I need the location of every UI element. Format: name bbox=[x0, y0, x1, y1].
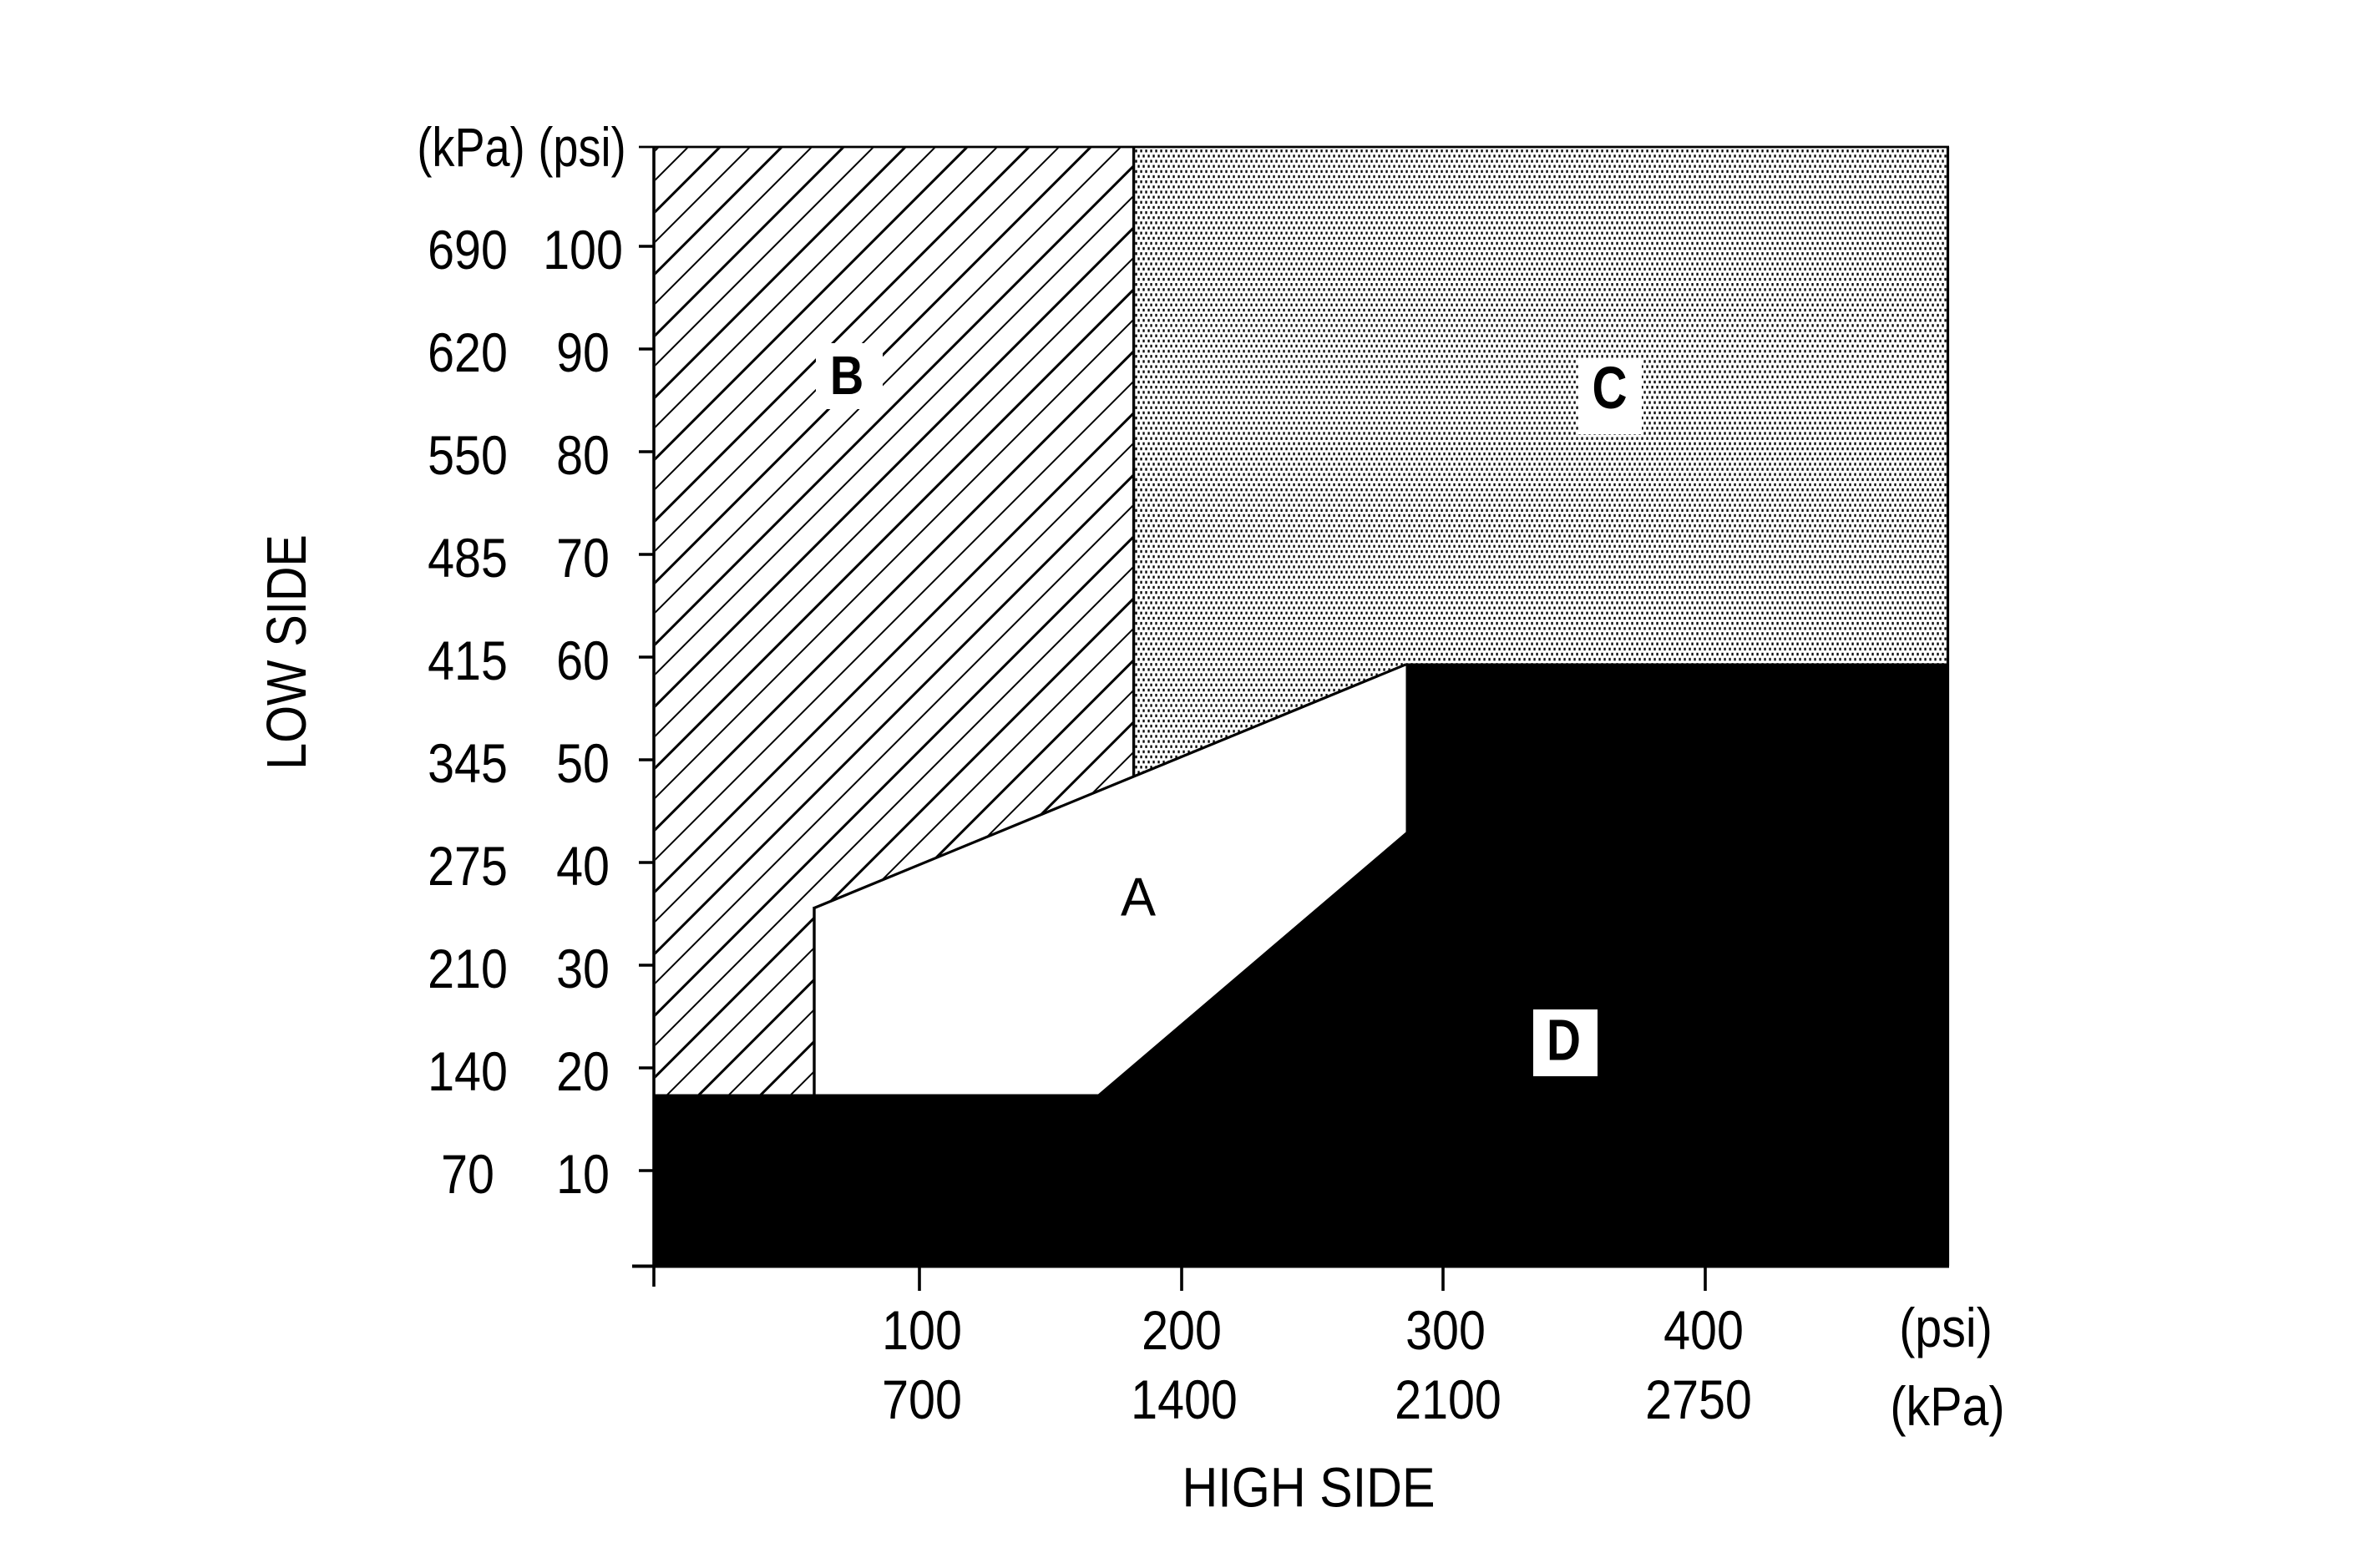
svg-text:300: 300 bbox=[1405, 1300, 1486, 1362]
svg-text:400: 400 bbox=[1663, 1300, 1744, 1362]
svg-text:10: 10 bbox=[556, 1144, 610, 1206]
svg-text:550: 550 bbox=[428, 425, 508, 487]
svg-text:50: 50 bbox=[556, 733, 610, 795]
svg-text:700: 700 bbox=[882, 1369, 962, 1431]
svg-text:20: 20 bbox=[556, 1041, 610, 1103]
svg-text:140: 140 bbox=[428, 1041, 508, 1103]
svg-text:D: D bbox=[1547, 1008, 1581, 1073]
svg-text:(psi): (psi) bbox=[1899, 1297, 1993, 1359]
svg-text:345: 345 bbox=[428, 733, 508, 795]
svg-text:100: 100 bbox=[882, 1300, 962, 1362]
svg-text:80: 80 bbox=[556, 425, 610, 487]
svg-text:A: A bbox=[1121, 867, 1156, 928]
svg-text:60: 60 bbox=[556, 630, 610, 692]
svg-text:2750: 2750 bbox=[1645, 1369, 1752, 1431]
svg-text:690: 690 bbox=[428, 220, 508, 281]
svg-text:415: 415 bbox=[428, 630, 508, 692]
svg-text:(kPa): (kPa) bbox=[417, 116, 524, 178]
svg-text:210: 210 bbox=[428, 938, 508, 1000]
svg-text:B: B bbox=[830, 345, 863, 406]
svg-text:485: 485 bbox=[428, 528, 508, 589]
svg-text:100: 100 bbox=[543, 220, 623, 281]
svg-text:HIGH SIDE: HIGH SIDE bbox=[1182, 1457, 1435, 1519]
svg-text:30: 30 bbox=[556, 938, 610, 1000]
svg-text:LOW SIDE: LOW SIDE bbox=[256, 534, 318, 770]
svg-text:70: 70 bbox=[441, 1144, 494, 1206]
svg-text:2100: 2100 bbox=[1395, 1369, 1501, 1431]
svg-text:(kPa): (kPa) bbox=[1890, 1376, 2004, 1438]
svg-text:200: 200 bbox=[1142, 1300, 1222, 1362]
svg-text:620: 620 bbox=[428, 322, 508, 384]
svg-text:1400: 1400 bbox=[1131, 1369, 1238, 1431]
svg-text:275: 275 bbox=[428, 836, 508, 898]
svg-text:70: 70 bbox=[556, 528, 610, 589]
svg-text:40: 40 bbox=[556, 836, 610, 898]
svg-text:C: C bbox=[1592, 354, 1627, 421]
svg-text:90: 90 bbox=[556, 322, 610, 384]
svg-text:(psi): (psi) bbox=[538, 116, 625, 178]
